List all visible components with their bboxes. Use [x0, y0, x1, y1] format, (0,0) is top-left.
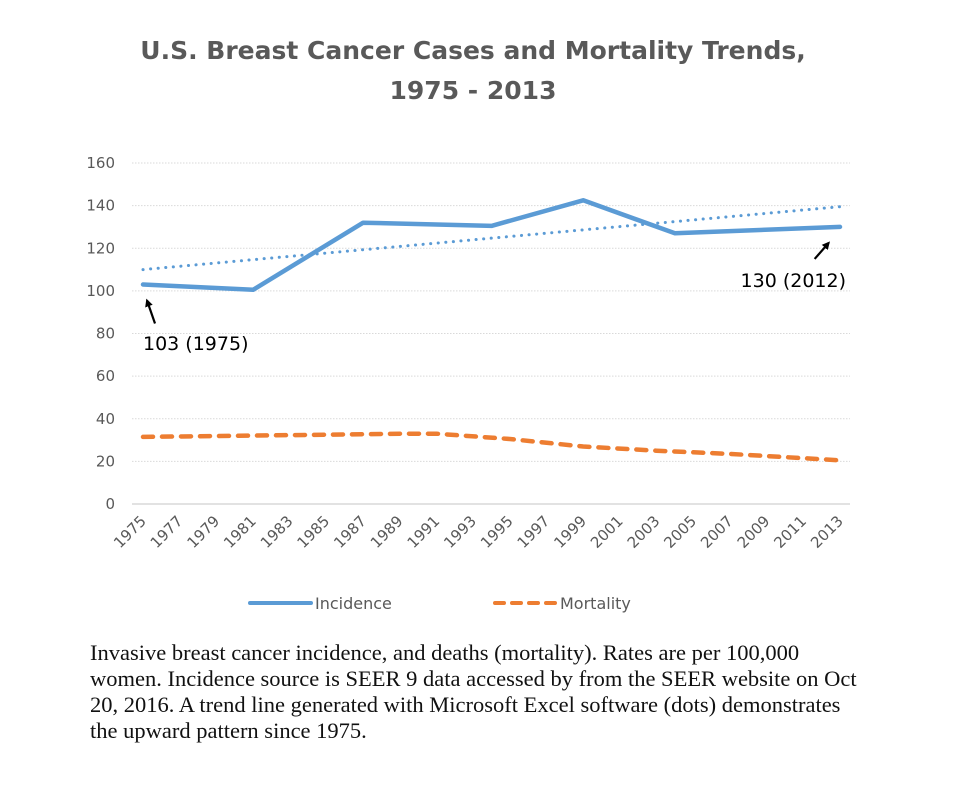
x-tick-label: 2007 — [697, 512, 737, 552]
y-tick-label: 140 — [86, 197, 115, 215]
caption-line: women. Incidence source is SEER 9 data a… — [90, 666, 857, 691]
figure-caption: Invasive breast cancer incidence, and de… — [90, 640, 950, 744]
plot-area — [140, 198, 843, 463]
y-tick-label: 0 — [105, 495, 115, 513]
gridlines — [132, 162, 850, 505]
y-tick-label: 60 — [96, 367, 115, 385]
x-tick-label: 1985 — [294, 512, 334, 552]
x-tick-label: 2001 — [587, 512, 627, 552]
x-tick-label: 1991 — [404, 512, 444, 552]
y-axis: 0 20 40 60 80 100 120 140 160 — [86, 154, 115, 513]
x-tick-label: 2009 — [734, 512, 774, 552]
caption-line: 20, 2016. A trend line generated with Mi… — [90, 692, 841, 717]
x-axis: 1975197719791981198319851987198919911993… — [110, 512, 847, 552]
x-tick-label: 2003 — [624, 512, 664, 552]
chart: U.S. Breast Cancer Cases and Mortality T… — [86, 36, 850, 613]
y-tick-label: 40 — [96, 410, 115, 428]
x-tick-label: 1979 — [183, 512, 223, 552]
legend-label: Incidence — [315, 594, 392, 613]
annotation-label: 103 (1975) — [143, 333, 248, 355]
y-tick-label: 20 — [96, 452, 115, 470]
x-tick-label: 1997 — [514, 512, 554, 552]
y-tick-label: 160 — [86, 154, 115, 172]
chart-subtitle: 1975 - 2013 — [390, 76, 557, 105]
x-tick-label: 1975 — [110, 512, 150, 552]
incidence-line — [140, 198, 843, 293]
legend-label: Mortality — [560, 594, 631, 613]
caption-line: the upward pattern since 1975. — [90, 718, 367, 743]
mortality-line — [140, 431, 843, 463]
annotation-arrow — [813, 241, 830, 260]
caption-line: Invasive breast cancer incidence, and de… — [90, 640, 800, 665]
legend: Incidence Mortality — [248, 594, 631, 613]
x-tick-label: 1999 — [550, 512, 590, 552]
x-tick-label: 1995 — [477, 512, 517, 552]
x-tick-label: 1987 — [330, 512, 370, 552]
trend-line — [141, 205, 842, 272]
y-tick-label: 100 — [86, 282, 115, 300]
x-tick-label: 1981 — [220, 512, 260, 552]
x-tick-label: 2005 — [660, 512, 700, 552]
y-tick-label: 80 — [96, 325, 115, 343]
x-tick-label: 1977 — [147, 512, 187, 552]
annotation-arrow — [145, 298, 157, 324]
x-tick-label: 1983 — [257, 512, 297, 552]
x-tick-label: 2011 — [770, 512, 810, 552]
annotation-label: 130 (2012) — [741, 270, 846, 292]
y-tick-label: 120 — [86, 239, 115, 257]
x-tick-label: 1989 — [367, 512, 407, 552]
x-tick-label: 2013 — [807, 512, 847, 552]
chart-title: U.S. Breast Cancer Cases and Mortality T… — [140, 36, 805, 65]
annotations: 103 (1975) 130 (2012) — [143, 241, 846, 355]
x-tick-label: 1993 — [440, 512, 480, 552]
